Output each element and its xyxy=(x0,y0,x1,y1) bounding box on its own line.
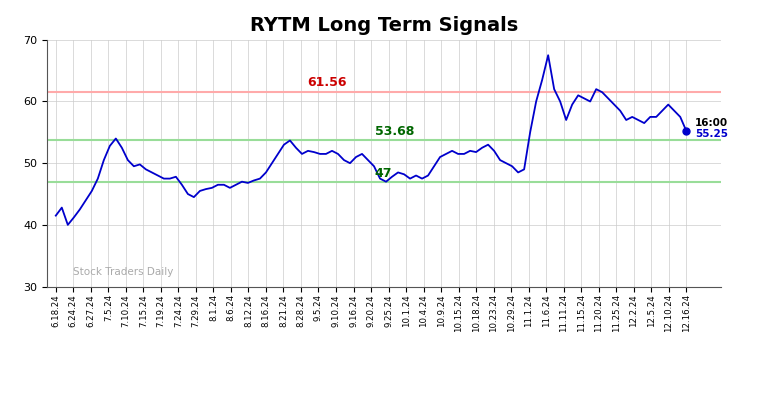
Text: 53.68: 53.68 xyxy=(375,125,414,138)
Title: RYTM Long Term Signals: RYTM Long Term Signals xyxy=(250,16,518,35)
Text: Stock Traders Daily: Stock Traders Daily xyxy=(74,267,174,277)
Text: 55.25: 55.25 xyxy=(695,129,728,139)
Text: 16:00: 16:00 xyxy=(695,118,728,129)
Text: 47: 47 xyxy=(375,168,392,180)
Text: 61.56: 61.56 xyxy=(307,76,347,89)
